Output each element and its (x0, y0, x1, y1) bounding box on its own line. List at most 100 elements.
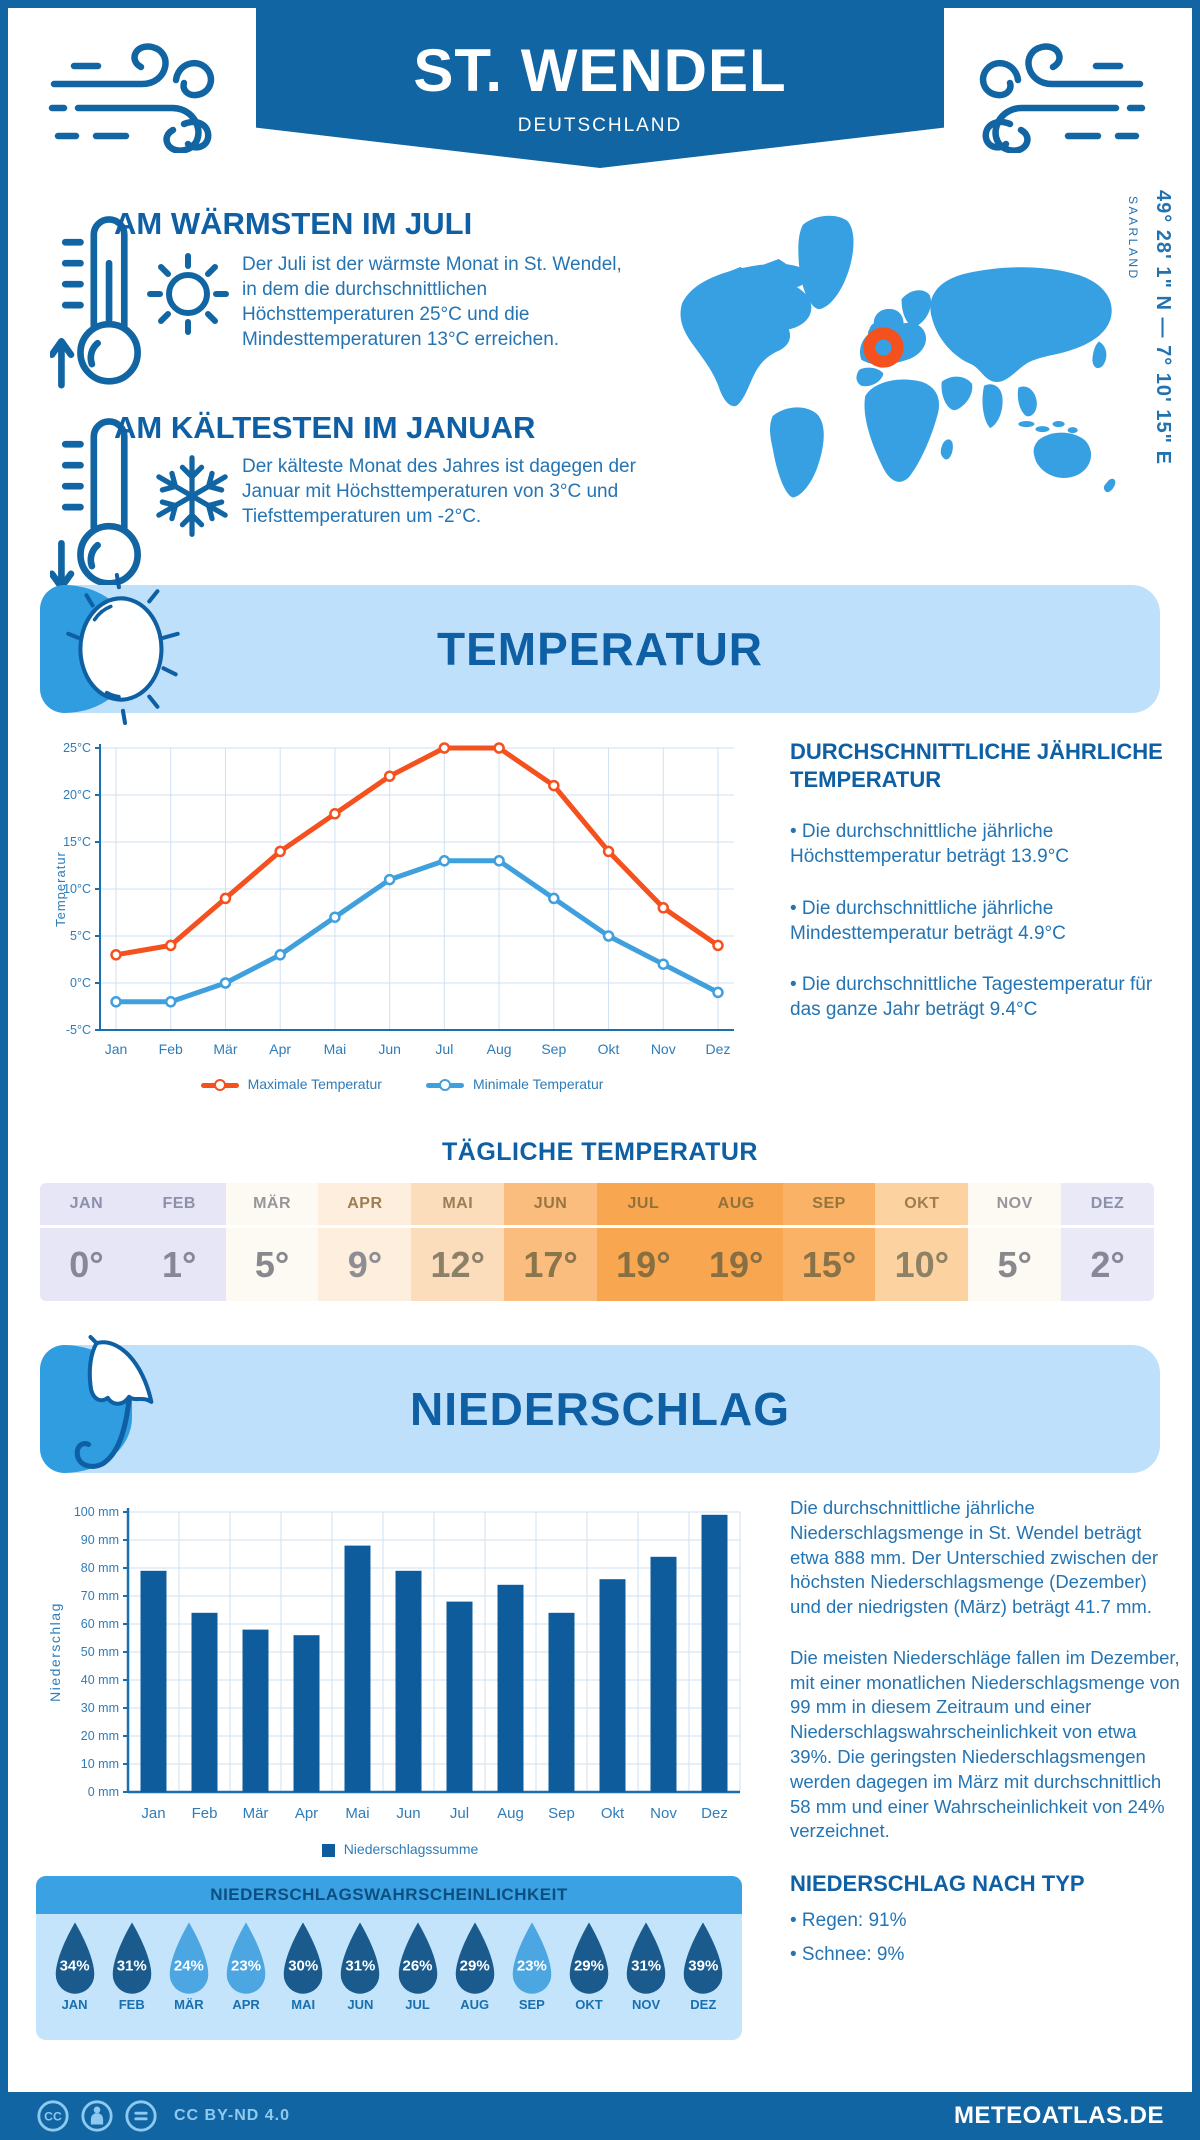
daily-temperature-column: SEP 15° (782, 1183, 876, 1301)
continents (680, 215, 1116, 498)
svg-text:Sep: Sep (548, 1805, 575, 1822)
probability-value: 31% (345, 1957, 376, 1975)
svg-text:Temperatur: Temperatur (53, 851, 68, 927)
svg-text:0°C: 0°C (70, 976, 91, 990)
annual-temperature-panel: DURCHSCHNITTLICHE JÄHRLICHE TEMPERATUR •… (790, 738, 1182, 1023)
svg-text:10 mm: 10 mm (81, 1757, 119, 1771)
legend-item: Maximale Temperatur (200, 1076, 382, 1092)
droplet-month-label: OKT (575, 1997, 603, 2012)
month-header: JAN (40, 1183, 133, 1228)
coldest-text: Der kälteste Monat des Jahres ist dagege… (242, 456, 636, 528)
svg-text:15°C: 15°C (63, 835, 91, 849)
daily-temperature-value: 19° (596, 1228, 690, 1301)
daily-temperature-column: OKT 10° (875, 1183, 969, 1301)
droplet-month-label: JUL (405, 1997, 430, 2012)
precipitation-text-panel: Die durchschnittliche jährliche Niedersc… (790, 1496, 1182, 1966)
droplet-icon (283, 1922, 323, 1994)
daily-temperature-column: DEZ 2° (1061, 1183, 1154, 1301)
daily-temperature-column: AUG 19° (689, 1183, 783, 1301)
wind-icon (979, 43, 1146, 153)
legend-item: Minimale Temperatur (425, 1076, 603, 1092)
month-header: OKT (875, 1183, 969, 1228)
probability-value: 29% (459, 1957, 490, 1975)
svg-text:Jan: Jan (105, 1041, 128, 1057)
droplet-item: 30% MAI (276, 1919, 330, 2012)
svg-text:50 mm: 50 mm (81, 1645, 119, 1659)
section-title-precipitation: NIEDERSCHLAG (409, 1383, 791, 1435)
precipitation-paragraph: Die meisten Niederschläge fallen im Deze… (790, 1646, 1180, 1842)
svg-text:0 mm: 0 mm (88, 1785, 119, 1799)
license-label: CC BY-ND 4.0 (174, 2107, 291, 2124)
license-block: CC CC BY-ND 4.0 (36, 2099, 290, 2133)
warmest-title: AM WÄRMSTEN IM JULI (114, 206, 473, 241)
svg-text:90 mm: 90 mm (81, 1533, 119, 1547)
precipitation-probability-panel: NIEDERSCHLAGSWAHRSCHEINLICHKEIT 34% JAN 31… (36, 1876, 742, 2040)
daily-temperature-column: APR 9° (318, 1183, 412, 1301)
month-header: DEZ (1061, 1183, 1154, 1228)
svg-text:Aug: Aug (497, 1805, 524, 1822)
temperature-line-chart: -5°C 0°C 5°C 10°C 15°C 20°C 25°C Jan Feb Mär Apr Ma… (52, 732, 752, 1094)
wind-icon (48, 43, 215, 153)
svg-text:Jul: Jul (435, 1041, 453, 1057)
daily-temperature-value: 19° (689, 1228, 783, 1301)
svg-text:Dez: Dez (701, 1805, 728, 1822)
svg-text:20°C: 20°C (63, 788, 91, 802)
bar-chart-legend: Niederschlagssumme (46, 1841, 754, 1859)
droplet-item: 31% NOV (619, 1919, 673, 2012)
droplet-month-label: SEP (518, 1997, 545, 2012)
svg-text:40 mm: 40 mm (81, 1673, 119, 1687)
annual-temperature-heading: DURCHSCHNITTLICHE JÄHRLICHE TEMPERATUR (790, 739, 1163, 792)
line-chart-legend: Maximale Temperatur Minimale Temperatur (52, 1076, 752, 1094)
droplet-item: 31% FEB (105, 1919, 159, 2012)
droplet-icon (226, 1922, 266, 1994)
daily-temperature-column: JUN 17° (504, 1183, 597, 1301)
svg-text:Jan: Jan (141, 1805, 165, 1822)
month-header: MAI (411, 1183, 505, 1228)
precipitation-paragraph: Die durchschnittliche jährliche Niedersc… (790, 1497, 1159, 1618)
svg-text:Jul: Jul (450, 1805, 469, 1822)
month-header: NOV (968, 1183, 1062, 1228)
warmest-text: Der Juli ist der wärmste Monat in St. We… (242, 254, 622, 351)
daily-temperature-title: TÄGLICHE TEMPERATUR (442, 1138, 758, 1166)
daily-temperature-table: JAN 0° FEB 1° MÄR 5° APR 9° MAI 12° JUN 17° JUL 19° AU… (40, 1183, 1154, 1301)
bar-chart-canvas: 0 mm 10 mm 20 mm 30 mm 40 mm 50 mm 60 mm 70 mm 8… (47, 1505, 741, 1822)
probability-value: 31% (116, 1957, 147, 1975)
svg-text:Jun: Jun (396, 1805, 420, 1822)
svg-text:Jun: Jun (378, 1041, 401, 1057)
svg-text:-5°C: -5°C (66, 1023, 91, 1037)
month-header: FEB (132, 1183, 226, 1228)
svg-text:70 mm: 70 mm (81, 1589, 119, 1603)
probability-value: 34% (59, 1957, 90, 1975)
svg-text:Nov: Nov (650, 1805, 677, 1822)
month-header: MÄR (225, 1183, 319, 1228)
precipitation-type-bullet: • Regen: 91% (790, 1909, 907, 1931)
droplet-item: 23% SEP (505, 1919, 559, 2012)
daily-temperature-column: FEB 1° (132, 1183, 226, 1301)
precipitation-type-bullet: • Schnee: 9% (790, 1943, 905, 1965)
umbrella-icon (74, 1335, 154, 1469)
svg-text:Feb: Feb (192, 1805, 218, 1822)
droplet-month-label: JAN (61, 1997, 88, 2012)
svg-text:5°C: 5°C (70, 929, 91, 943)
svg-text:Dez: Dez (706, 1041, 731, 1057)
droplet-item: 29% OKT (562, 1919, 616, 2012)
daily-temperature-column: MÄR 5° (225, 1183, 319, 1301)
probability-value: 23% (516, 1957, 547, 1975)
probability-value: 26% (402, 1957, 433, 1975)
thermometer-warm-icon (50, 216, 141, 389)
site-name: METEOATLAS.DE (953, 2102, 1164, 2129)
droplet-item: 29% AUG (448, 1919, 502, 2012)
droplet-icon (512, 1922, 552, 1994)
precipitation-bar-chart: 0 mm 10 mm 20 mm 30 mm 40 mm 50 mm 60 mm 70 mm 8… (46, 1492, 754, 1859)
precipitation-section-banner: NIEDERSCHLAG (40, 1335, 1160, 1473)
droplet-icon (569, 1922, 609, 1994)
probability-value: 31% (631, 1957, 662, 1975)
month-header: JUN (504, 1183, 597, 1228)
daily-temperature-column: MAI 12° (411, 1183, 505, 1301)
droplet-icon (112, 1922, 151, 1994)
droplet-item: 23% APR (219, 1919, 273, 2012)
svg-text:Mär: Mär (243, 1805, 269, 1822)
month-header: JUL (596, 1183, 690, 1228)
svg-text:Mai: Mai (324, 1041, 347, 1057)
svg-text:100 mm: 100 mm (74, 1505, 119, 1519)
